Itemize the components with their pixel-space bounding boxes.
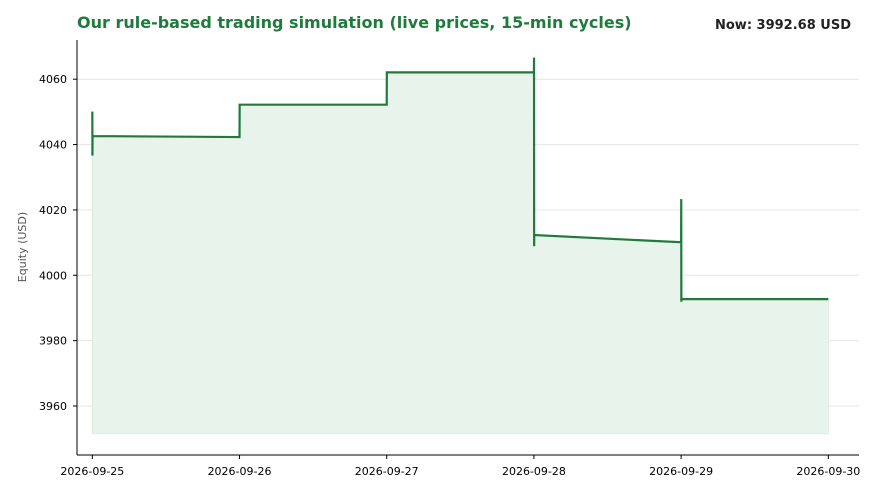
- x-tick-label: 2026-09-27: [355, 465, 419, 478]
- y-tick-label: 4000: [39, 269, 67, 282]
- y-tick-label: 3980: [39, 335, 67, 348]
- y-tick-label: 3960: [39, 400, 67, 413]
- y-tick-label: 4020: [39, 204, 67, 217]
- equity-area-fill: [91, 57, 829, 435]
- x-axis-ticks: 2026-09-25 2026-09-26 2026-09-27 2026-09-28…: [60, 455, 860, 478]
- y-tick-label: 4040: [39, 139, 67, 152]
- x-tick-label: 2026-09-29: [649, 465, 713, 478]
- x-tick-label: 2026-09-28: [502, 465, 566, 478]
- y-axis-label: Equity (USD): [16, 212, 29, 282]
- x-tick-label: 2026-09-30: [796, 465, 860, 478]
- y-tick-label: 4060: [39, 73, 67, 86]
- current-equity-label: Now: 3992.68 USD: [715, 18, 851, 33]
- x-tick-label: 2026-09-26: [208, 465, 272, 478]
- y-axis-ticks: 3960 3980 4000 4020 4040 4060: [39, 73, 77, 413]
- x-tick-label: 2026-09-25: [60, 465, 124, 478]
- equity-line: [91, 57, 829, 302]
- chart-title: Our rule-based trading simulation (live …: [77, 13, 632, 32]
- axes: [76, 40, 859, 456]
